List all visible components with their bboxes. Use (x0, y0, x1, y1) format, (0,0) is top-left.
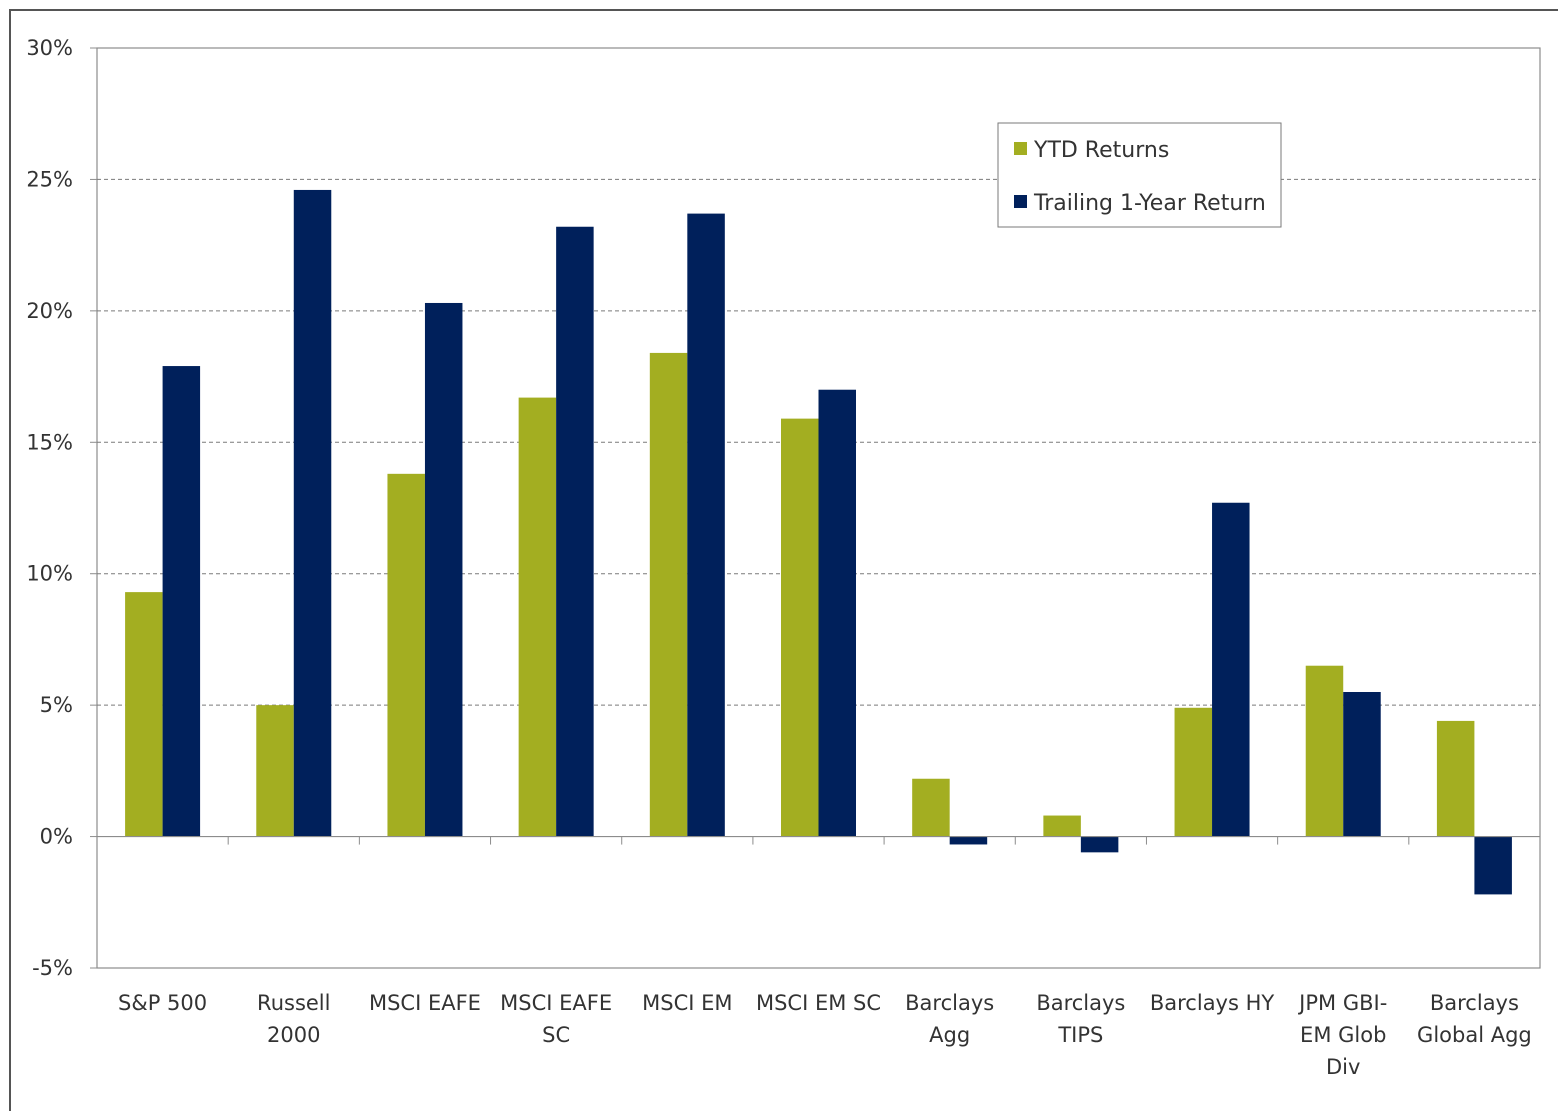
bar-trailing-1y-7 (1080, 836, 1119, 853)
bar-trailing-1y-2 (424, 302, 463, 837)
x-category-label: MSCI EAFE (500, 991, 612, 1015)
y-tick-label: 5% (40, 693, 73, 717)
legend-swatch (1014, 142, 1027, 155)
bar-trailing-1y-4 (687, 213, 725, 837)
x-category-label: S&P 500 (118, 991, 207, 1015)
bar-trailing-1y-9 (1343, 692, 1381, 837)
y-tick-label: 15% (26, 430, 73, 454)
chart-frame (9, 9, 1558, 1111)
x-category-label: EM Glob (1300, 1023, 1386, 1047)
y-tick-label: 0% (40, 825, 73, 849)
plot-area-border (96, 47, 1541, 969)
bar-ytd-0 (125, 592, 163, 837)
x-category-label: Barclays (905, 991, 994, 1015)
x-axis (96, 835, 1541, 845)
x-category-label: Div (1326, 1055, 1360, 1079)
legend-label: YTD Returns (1033, 138, 1169, 163)
bar-trailing-1y-3 (556, 226, 594, 837)
x-category-label: 2000 (267, 1023, 320, 1047)
bar-trailing-1y-10 (1474, 836, 1512, 895)
y-axis-ticks: 30% 25% 20% 15% 10% 5% 0% -5% (26, 36, 97, 980)
bar-trailing-1y-6 (949, 836, 988, 845)
bar-ytd-8 (1174, 707, 1213, 837)
x-category-label: Russell (257, 991, 330, 1015)
x-category-label: MSCI EAFE (369, 991, 481, 1015)
x-category-label: JPM GBI- (1297, 991, 1387, 1015)
legend-box (997, 122, 1282, 228)
bar-ytd-9 (1305, 665, 1344, 837)
bar-ytd-10 (1436, 720, 1475, 837)
bar-ytd-4 (649, 352, 688, 837)
x-category-label: TIPS (1057, 1023, 1103, 1047)
x-category-label: Barclays (1430, 991, 1519, 1015)
x-category-label: Barclays (1036, 991, 1125, 1015)
bar-ytd-7 (1043, 815, 1081, 837)
x-category-label: Global Agg (1417, 1023, 1532, 1047)
x-category-label: MSCI EM (642, 991, 732, 1015)
bar-ytd-5 (781, 418, 819, 837)
x-category-label: Agg (929, 1023, 970, 1047)
bar-trailing-1y-1 (293, 189, 332, 837)
legend: YTD Returns Trailing 1-Year Return (997, 122, 1282, 228)
bar-ytd-3 (518, 397, 557, 837)
bar-ytd-6 (912, 778, 950, 837)
y-tick-label: 25% (26, 167, 73, 191)
y-tick-label: 10% (26, 562, 73, 586)
y-tick-label: 20% (26, 299, 73, 323)
bar-trailing-1y-8 (1212, 502, 1250, 837)
bar-ytd-2 (387, 473, 425, 837)
bar-trailing-1y-5 (818, 389, 856, 837)
bar-trailing-1y-0 (162, 366, 201, 837)
y-tick-label: -5% (32, 956, 73, 980)
x-category-label: SC (542, 1023, 570, 1047)
x-category-label: Barclays HY (1150, 991, 1275, 1015)
bar-ytd-1 (256, 705, 294, 837)
y-tick-label: 30% (26, 36, 73, 60)
legend-label: Trailing 1-Year Return (1033, 191, 1266, 216)
x-category-label: MSCI EM SC (756, 991, 881, 1015)
x-axis-labels: S&P 500 Russell 2000 MSCI EAFE MSCI EAFE SC MS… (118, 991, 1532, 1079)
bars (125, 189, 1512, 895)
legend-swatch (1014, 195, 1027, 208)
